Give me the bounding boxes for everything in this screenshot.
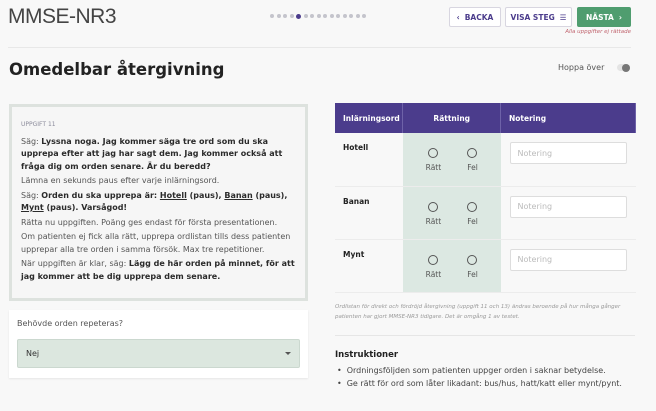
radio-label: Fel	[467, 163, 478, 172]
radio-label: Fel	[467, 269, 478, 279]
table-row: Hotell Rätt Fel	[335, 133, 636, 187]
radio-label: Rätt	[425, 163, 442, 172]
instruction-4: Rätta nu uppgiften. Poäng ges endast för…	[21, 217, 278, 227]
radio-label: Rätt	[425, 216, 442, 226]
footnote: Ordlistan för direkt och fördröjd återgi…	[335, 304, 621, 320]
step-dot	[323, 14, 327, 18]
instruction-6: När uppgiften är klar, säg: Lägg de här …	[21, 259, 295, 281]
radio-correct[interactable]: Rätt	[425, 254, 442, 279]
radio-wrong[interactable]: Fel	[467, 254, 478, 279]
show-steps-button[interactable]: VISA STEG ☰	[505, 7, 572, 27]
page-heading: Omedelbar återgivning	[9, 60, 225, 79]
instruction-1: Säg: Lyssna noga. Jag kommer säga tre or…	[21, 136, 283, 171]
step-dot	[362, 14, 366, 18]
next-button[interactable]: NÄSTA ›	[577, 7, 631, 27]
step-dot	[303, 14, 308, 18]
caret-down-icon	[285, 352, 291, 355]
step-dot	[349, 14, 353, 18]
radio-correct[interactable]: Rätt	[425, 201, 442, 226]
chevron-left-icon: ‹	[456, 12, 460, 22]
list-icon: ☰	[559, 12, 567, 22]
note-input[interactable]	[509, 195, 627, 218]
step-dot	[276, 14, 281, 18]
instructions-list: Ordningsföljden som patienten uppger ord…	[337, 365, 622, 390]
skip-toggle[interactable]	[617, 63, 630, 72]
step-dot	[283, 14, 287, 18]
error-note: Alla uppgifter ej rättade	[565, 29, 631, 35]
grading-cell: Rätt Fel	[402, 186, 501, 240]
radio-circle-icon	[467, 254, 478, 265]
radio-circle-icon	[467, 148, 478, 158]
back-label: BACKA	[464, 12, 494, 22]
step-dot	[270, 14, 274, 18]
col-header-grading: Rättning	[402, 103, 501, 133]
skip-label: Hoppa över	[558, 63, 605, 72]
word-cell: Hotell	[335, 133, 403, 187]
task-label: UPPGIFT 11	[21, 121, 56, 128]
radio-circle-icon	[428, 254, 439, 265]
word-cell: Banan	[335, 186, 403, 240]
instruction-2: Lämna en sekunds paus efter varje inlärn…	[21, 176, 220, 185]
step-dot	[289, 14, 294, 18]
step-dot	[329, 14, 334, 18]
note-cell	[500, 133, 636, 187]
note-input[interactable]	[509, 248, 627, 271]
note-input[interactable]	[509, 142, 627, 164]
word-cell: Mynt	[335, 239, 403, 293]
app-title: MMSE-NR3	[8, 5, 117, 28]
note-cell	[500, 186, 636, 240]
repeat-question: Behövde orden repeteras?	[17, 319, 124, 328]
next-label: NÄSTA	[586, 12, 614, 22]
step-dot	[296, 13, 301, 19]
divider	[335, 335, 635, 336]
step-indicator	[270, 13, 366, 19]
instruction-item: Ordningsföljden som patienten uppger ord…	[337, 365, 622, 378]
radio-label: Fel	[467, 216, 478, 226]
repeat-select[interactable]: Nej	[17, 339, 300, 368]
table-row: Mynt Rätt Fel	[335, 239, 636, 293]
note-cell	[500, 239, 636, 293]
back-button[interactable]: ‹ BACKA	[449, 7, 501, 27]
divider	[8, 47, 631, 48]
grading-table: Inlärningsord Rättning Notering Hotell R…	[335, 103, 636, 293]
radio-circle-icon	[467, 201, 478, 212]
instruction-item: Ge rätt för ord som låter likadant: bus/…	[337, 378, 622, 391]
step-dot	[336, 14, 340, 18]
radio-circle-icon	[428, 148, 439, 158]
radio-wrong[interactable]: Fel	[467, 148, 478, 172]
repeat-card: Behövde orden repeteras? Nej	[9, 310, 308, 378]
radio-label: Rätt	[425, 269, 442, 279]
radio-correct[interactable]: Rätt	[425, 148, 442, 172]
instruction-3: Säg: Orden du ska upprepa är: Hotell (pa…	[21, 190, 288, 213]
step-dot	[342, 14, 347, 18]
instruction-5: Om patienten ej fick alla rätt, upprepa …	[21, 232, 291, 254]
grading-cell: Rätt Fel	[402, 239, 501, 293]
step-dot	[316, 14, 321, 18]
chevron-right-icon: ›	[618, 12, 622, 22]
step-dot	[355, 14, 360, 18]
step-dot	[310, 14, 314, 18]
radio-circle-icon	[428, 201, 439, 212]
repeat-value: Nej	[26, 349, 40, 358]
radio-wrong[interactable]: Fel	[467, 201, 478, 226]
task-card: UPPGIFT 11 Säg: Lyssna noga. Jag kommer …	[9, 104, 308, 301]
table-row: Banan Rätt Fel	[335, 186, 636, 240]
instructions-heading: Instruktioner	[335, 350, 399, 360]
show-steps-label: VISA STEG	[510, 12, 555, 22]
grading-cell: Rätt Fel	[402, 133, 501, 187]
col-header-word: Inlärningsord	[335, 103, 404, 133]
col-header-note: Notering	[500, 103, 636, 133]
